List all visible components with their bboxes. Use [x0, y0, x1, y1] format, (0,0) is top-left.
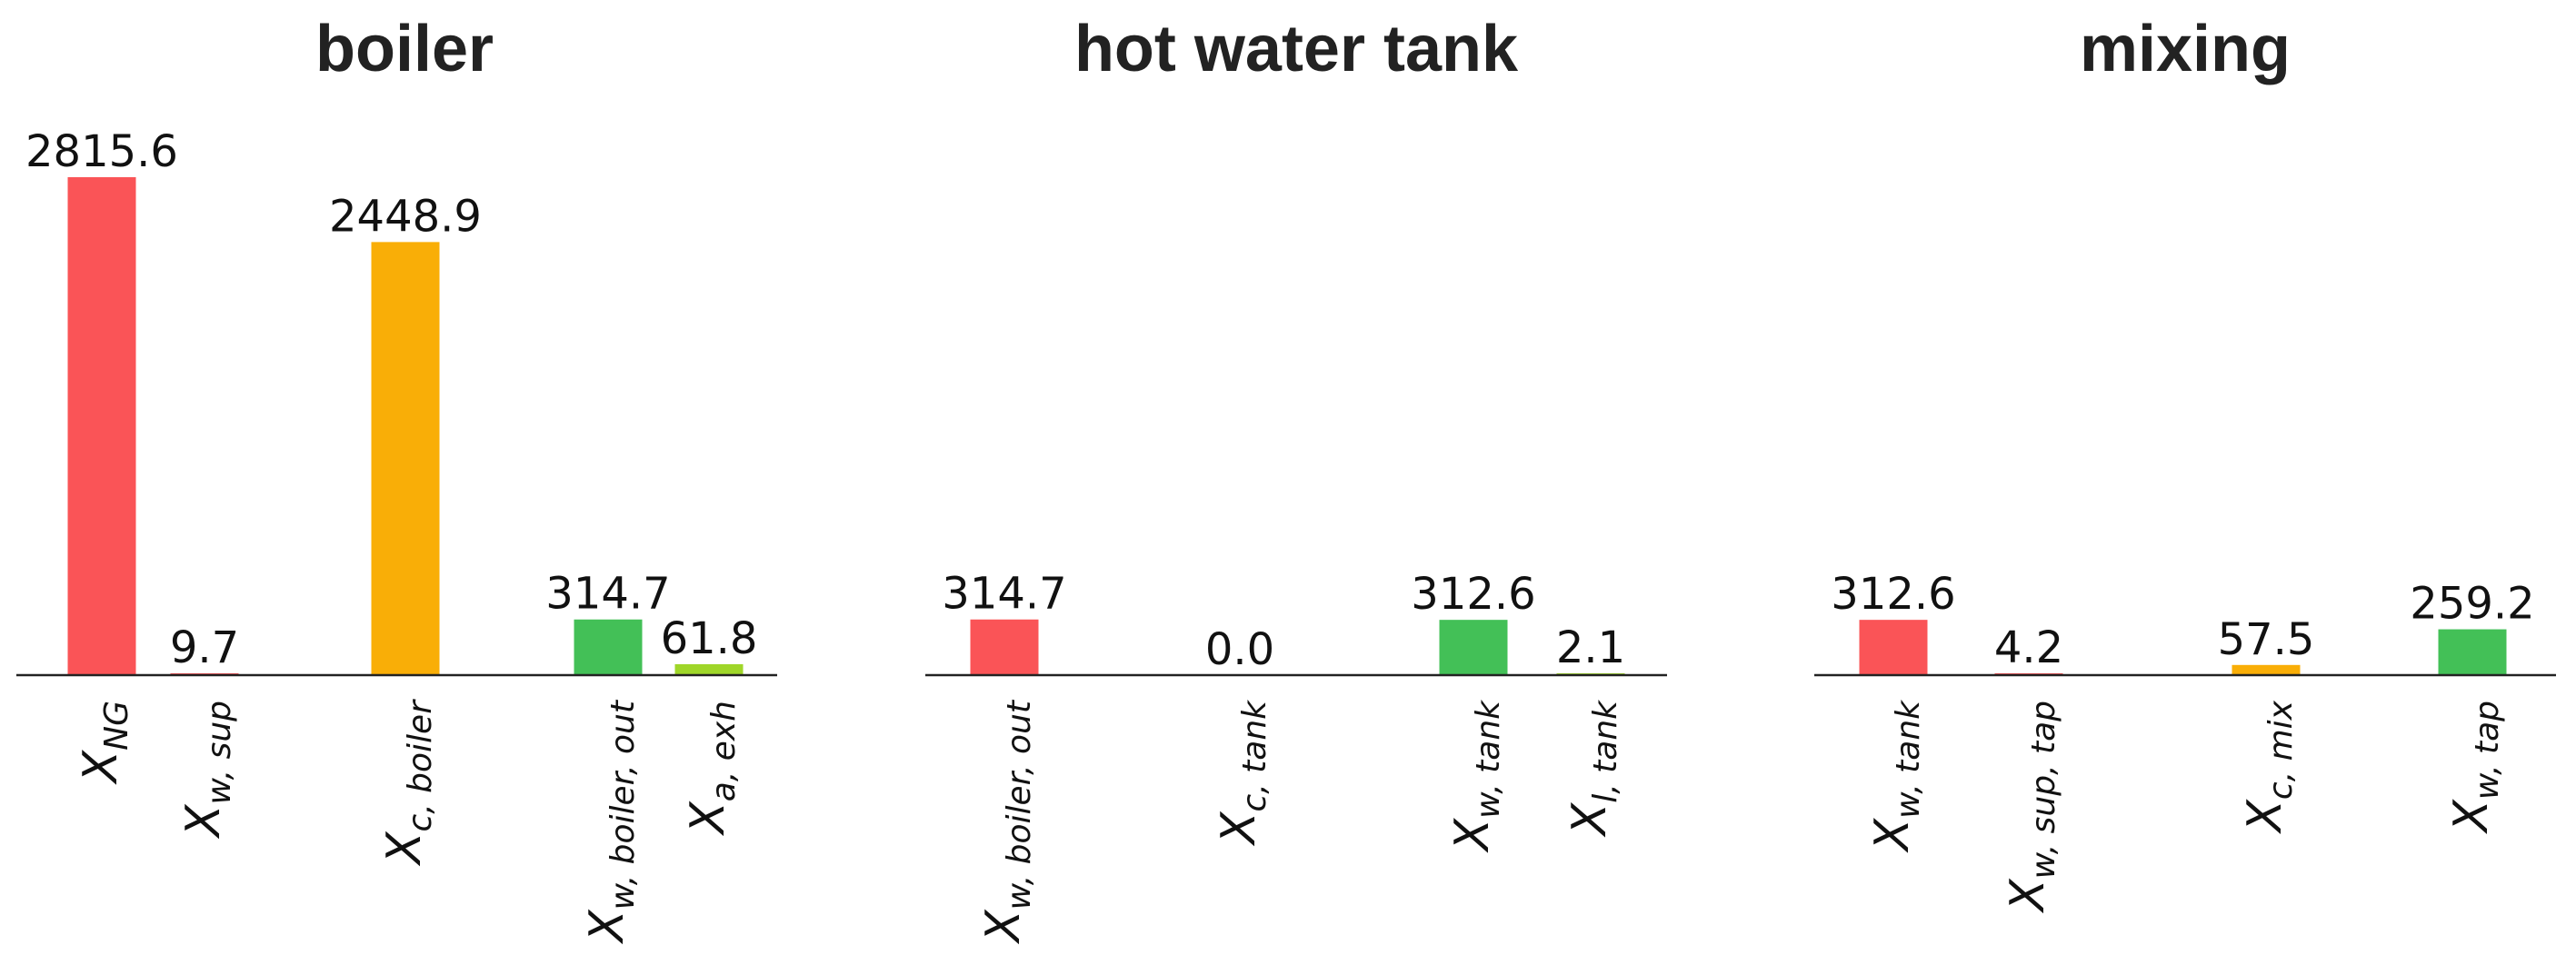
- tick-label-main: X: [976, 909, 1031, 945]
- bar: [2232, 664, 2301, 675]
- category-tick-label: Xw, tank: [1445, 699, 1507, 854]
- bar-value-label: 57.5: [2218, 614, 2315, 665]
- bar: [371, 242, 440, 675]
- tick-label-main: X: [1865, 818, 1920, 854]
- category-tick-label: Xw, sup, tap: [2001, 701, 2062, 914]
- category-tick-label: Xl, tank: [1563, 699, 1624, 839]
- category-tick-label: Xw, sup: [176, 701, 238, 840]
- panel-title: boiler: [315, 13, 494, 85]
- tick-label-main: X: [681, 801, 735, 837]
- tick-label-subscript: a, exh: [705, 701, 743, 801]
- bar-value-label: 314.7: [545, 569, 670, 620]
- bar: [674, 663, 744, 675]
- category-tick-label: Xw, tank: [1865, 699, 1927, 854]
- bar: [67, 177, 136, 675]
- tick-label-subscript: w, tank: [1470, 699, 1507, 819]
- tick-label-main: X: [1212, 811, 1266, 847]
- tick-label-subscript: w, sup, tap: [2025, 701, 2062, 879]
- category-tick-label: Xw, boiler, out: [976, 699, 1038, 945]
- tick-label-main: X: [1445, 818, 1500, 854]
- tick-label-subscript: w, boiler, out: [604, 699, 642, 910]
- bar-value-label: 61.8: [661, 613, 758, 664]
- tick-label-main: X: [580, 909, 634, 945]
- bar: [970, 619, 1039, 675]
- tick-label-main: X: [2444, 799, 2499, 835]
- category-tick-label: Xw, tap: [2444, 701, 2506, 835]
- bar-value-label: 2448.9: [329, 191, 482, 242]
- tick-label-subscript: w, tank: [1890, 699, 1927, 819]
- panel-2: mixing 312.6 Xw, tank 4.2 Xw, sup, tap 57.5 Xc…: [1814, 13, 2556, 914]
- bar-value-label: 9.7: [170, 622, 239, 673]
- bar-value-label: 4.2: [1994, 622, 2063, 673]
- category-tick-label: XNG: [74, 701, 135, 785]
- bar-value-label: 314.7: [942, 569, 1066, 620]
- bar: [2438, 629, 2507, 675]
- bar: [574, 619, 643, 675]
- tick-label-subscript: NG: [98, 701, 135, 751]
- bar: [1439, 620, 1508, 675]
- category-tick-label: Xc, mix: [2238, 700, 2300, 834]
- bar-value-label: 259.2: [2410, 579, 2534, 630]
- category-tick-label: Xc, tank: [1212, 699, 1273, 847]
- bar-value-label: 312.6: [1411, 569, 1535, 620]
- bar-value-label: 312.6: [1831, 569, 1955, 620]
- category-tick-label: Xc, boiler: [377, 699, 439, 867]
- category-tick-label: Xw, boiler, out: [580, 699, 642, 945]
- panel-1: hot water tank 314.7 Xw, boiler, out 0.0 Xc,…: [925, 13, 1667, 945]
- tick-label-subscript: c, boiler: [402, 699, 439, 832]
- tick-label-subscript: c, mix: [2262, 700, 2300, 800]
- tick-label-main: X: [1563, 801, 1617, 838]
- panel-title: mixing: [2080, 13, 2291, 85]
- panel-title: hot water tank: [1074, 13, 1519, 85]
- bar-value-label: 2815.6: [25, 126, 178, 177]
- category-tick-label: Xa, exh: [681, 701, 743, 837]
- tick-label-subscript: w, boiler, out: [1001, 699, 1038, 910]
- tick-label-main: X: [176, 803, 231, 840]
- tick-label-subscript: l, tank: [1587, 699, 1624, 803]
- tick-label-subscript: c, tank: [1236, 699, 1273, 812]
- bar-value-label: 0.0: [1205, 624, 1274, 675]
- tick-label-subscript: w, sup: [201, 701, 238, 804]
- tick-label-main: X: [2001, 878, 2055, 914]
- bar: [1859, 620, 1928, 675]
- tick-label-subscript: w, tap: [2469, 701, 2506, 800]
- tick-label-main: X: [377, 831, 432, 867]
- tick-label-main: X: [2238, 799, 2292, 835]
- tick-label-main: X: [74, 749, 128, 785]
- bar-value-label: 2.1: [1556, 622, 1625, 673]
